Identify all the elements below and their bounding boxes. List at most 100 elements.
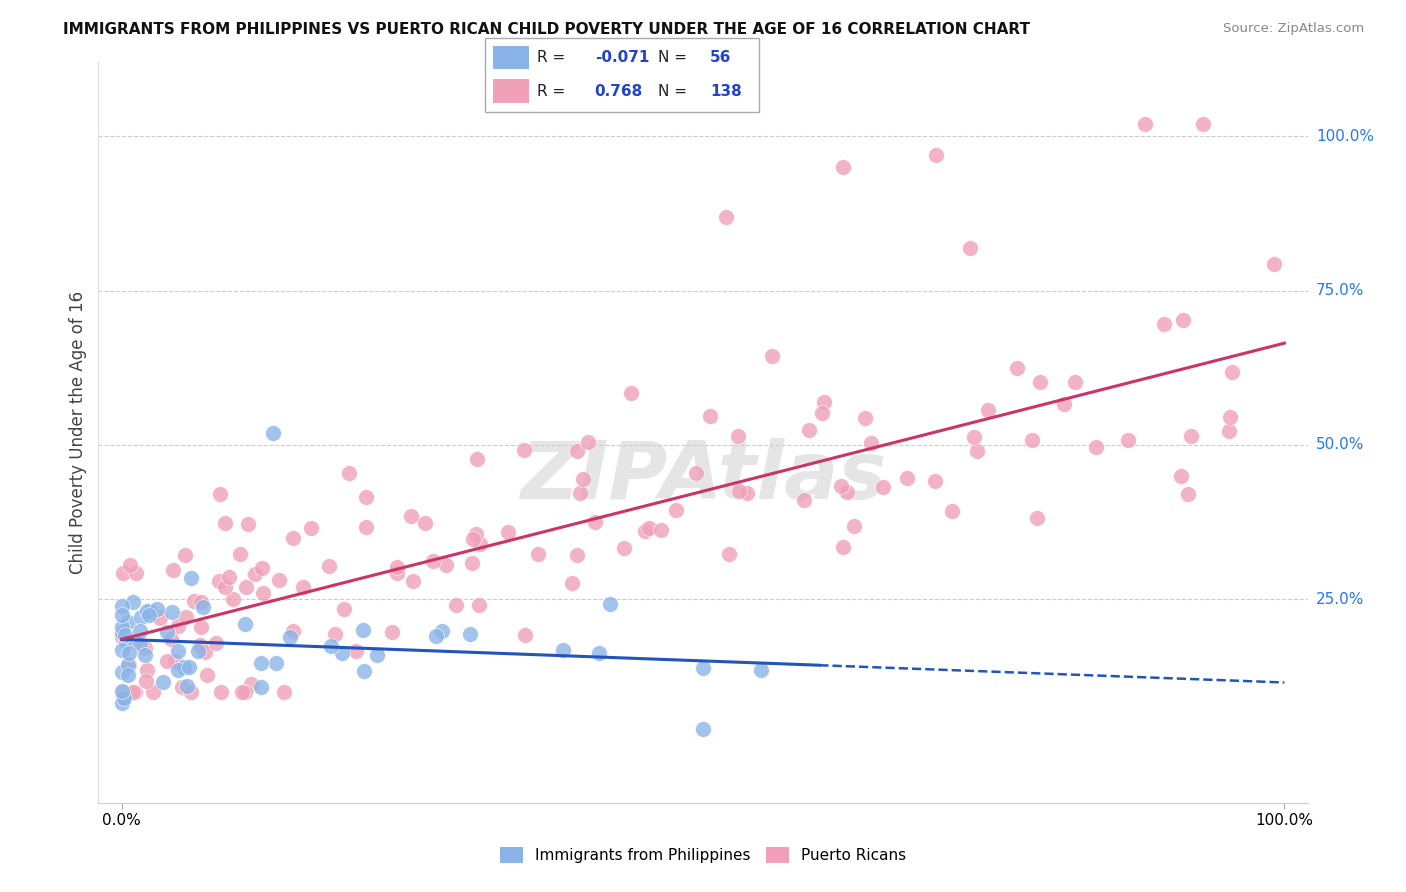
Point [152, 674, 174, 689]
Point [727, 428, 749, 442]
Point [1053, 397, 1076, 411]
Point [233, 685, 256, 699]
Point [266, 656, 288, 670]
Point [233, 617, 256, 632]
Y-axis label: Child Poverty Under the Age of 16: Child Poverty Under the Age of 16 [69, 291, 87, 574]
Point [799, 423, 821, 437]
Point [761, 349, 783, 363]
Point [853, 411, 876, 425]
Point [190, 595, 212, 609]
Point [111, 607, 134, 622]
Point [209, 487, 232, 501]
Text: 138: 138 [710, 84, 741, 98]
Point [832, 540, 855, 554]
Point [793, 492, 815, 507]
Text: 75.0%: 75.0% [1316, 284, 1364, 298]
Point [235, 580, 257, 594]
Point [1263, 257, 1285, 271]
Point [146, 602, 169, 616]
Point [1085, 440, 1108, 454]
Point [422, 554, 444, 568]
Point [1218, 424, 1240, 438]
Point [134, 640, 156, 655]
Point [468, 598, 491, 612]
Point [941, 503, 963, 517]
Point [117, 667, 139, 681]
Point [174, 548, 197, 562]
Point [692, 661, 714, 675]
Point [337, 466, 360, 480]
Text: 0.768: 0.768 [595, 84, 643, 98]
Legend: Immigrants from Philippines, Puerto Ricans: Immigrants from Philippines, Puerto Rica… [494, 841, 912, 869]
Point [353, 665, 375, 679]
Point [318, 559, 340, 574]
Point [190, 620, 212, 634]
Point [135, 604, 157, 618]
Point [191, 600, 214, 615]
Point [1116, 434, 1139, 448]
Point [1153, 317, 1175, 331]
Point [402, 574, 425, 589]
Point [283, 531, 305, 545]
Point [415, 516, 437, 530]
Point [319, 639, 342, 653]
Point [612, 541, 634, 555]
Point [1171, 313, 1194, 327]
Point [620, 386, 643, 401]
Point [356, 520, 378, 534]
Point [430, 624, 453, 638]
Point [330, 646, 353, 660]
Point [262, 425, 284, 440]
Point [718, 547, 741, 561]
Point [366, 648, 388, 662]
Point [160, 632, 183, 647]
Point [425, 629, 447, 643]
Point [111, 665, 134, 680]
Point [599, 597, 621, 611]
Point [112, 685, 135, 699]
Point [129, 624, 152, 638]
Point [180, 685, 202, 699]
Point [583, 515, 606, 529]
Point [120, 558, 142, 573]
Text: IMMIGRANTS FROM PHILIPPINES VS PUERTO RICAN CHILD POVERTY UNDER THE AGE OF 16 CO: IMMIGRANTS FROM PHILIPPINES VS PUERTO RI… [63, 22, 1031, 37]
Point [735, 486, 758, 500]
Point [194, 645, 217, 659]
Point [444, 599, 467, 613]
Text: N =: N = [658, 50, 686, 65]
Point [634, 524, 657, 538]
Point [250, 680, 273, 694]
Point [129, 637, 152, 651]
Point [749, 663, 772, 677]
Point [135, 674, 157, 689]
Point [156, 654, 179, 668]
Point [167, 664, 190, 678]
Point [1133, 117, 1156, 131]
Point [354, 490, 377, 504]
Point [183, 594, 205, 608]
Text: R =: R = [537, 50, 565, 65]
Point [561, 576, 583, 591]
Point [278, 630, 301, 644]
Point [401, 509, 423, 524]
Point [727, 483, 749, 498]
Text: 25.0%: 25.0% [1316, 591, 1364, 607]
Point [112, 691, 135, 706]
Point [149, 611, 172, 625]
Point [134, 648, 156, 662]
Point [142, 685, 165, 699]
Point [209, 685, 232, 699]
Point [1180, 429, 1202, 443]
Point [117, 657, 139, 672]
Point [352, 623, 374, 637]
Point [527, 547, 550, 561]
Point [461, 533, 484, 547]
Point [214, 580, 236, 594]
Point [344, 644, 367, 658]
Point [515, 628, 537, 642]
Point [1219, 409, 1241, 424]
Point [699, 409, 721, 423]
Point [1064, 375, 1087, 389]
Point [124, 685, 146, 699]
Point [292, 580, 315, 594]
